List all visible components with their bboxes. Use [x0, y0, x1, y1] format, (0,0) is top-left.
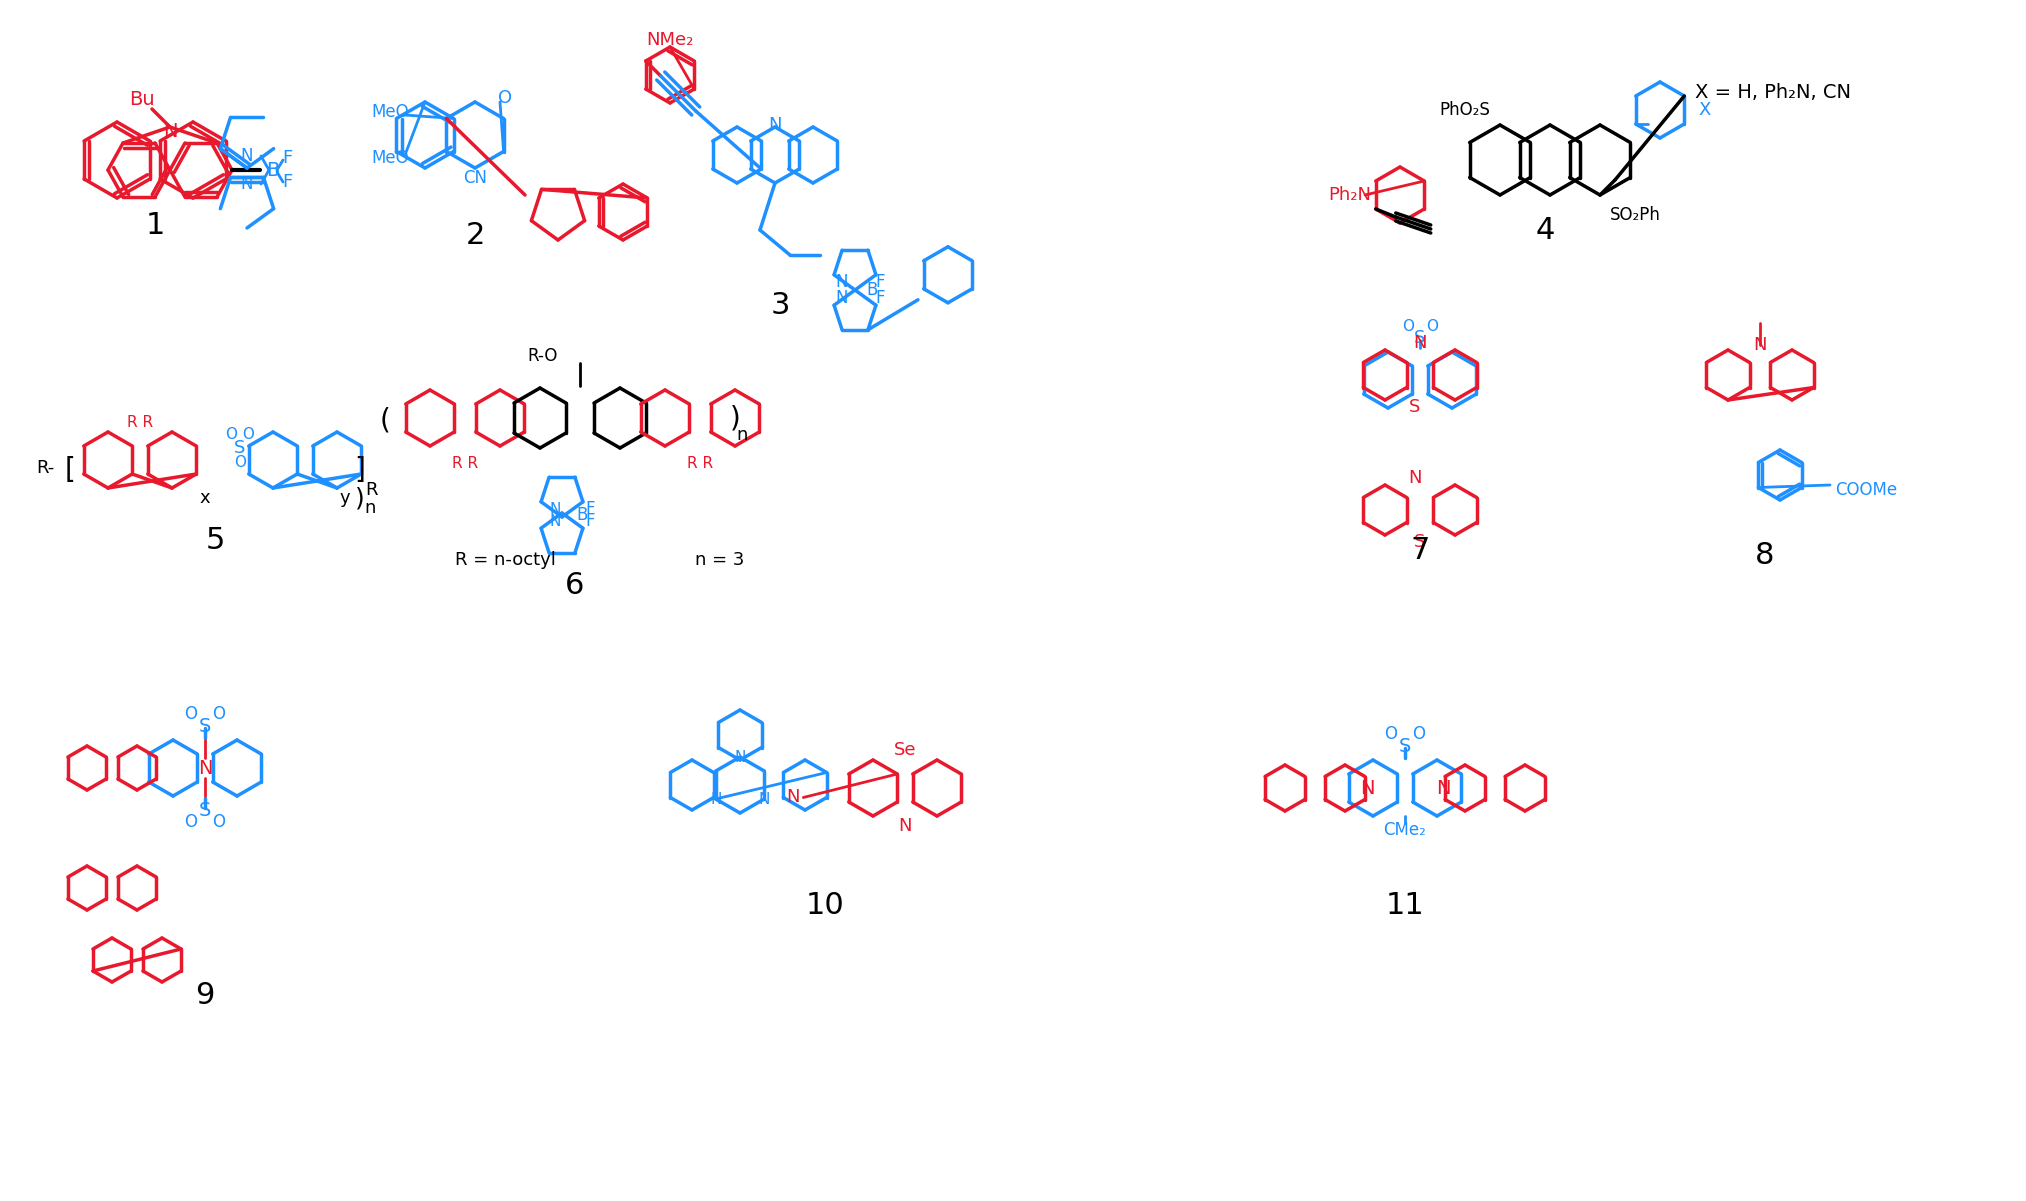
Text: MeO: MeO [371, 149, 409, 167]
Text: X: X [1700, 101, 1712, 119]
Text: F: F [586, 512, 596, 530]
Text: O: O [498, 89, 513, 107]
Text: O O: O O [225, 426, 255, 442]
Text: O: O [1426, 318, 1438, 334]
Text: R R: R R [452, 455, 478, 471]
Text: B: B [575, 506, 588, 524]
Text: F: F [586, 500, 596, 518]
Text: N: N [549, 514, 561, 528]
Text: N: N [1752, 336, 1767, 354]
Text: Bu: Bu [130, 90, 154, 108]
Text: N: N [768, 116, 782, 135]
Text: S: S [1398, 736, 1412, 755]
Text: SO₂Ph: SO₂Ph [1609, 207, 1661, 225]
Text: 1: 1 [146, 210, 164, 239]
Text: 5: 5 [205, 526, 225, 555]
Text: O: O [184, 813, 197, 831]
Text: 3: 3 [770, 291, 790, 319]
Text: O: O [213, 705, 225, 723]
Text: S: S [199, 717, 211, 735]
Text: O: O [213, 813, 225, 831]
Text: N: N [709, 791, 721, 807]
Text: O: O [184, 705, 197, 723]
Text: y: y [340, 489, 350, 507]
Text: R-: R- [36, 459, 55, 477]
Text: N: N [549, 502, 561, 516]
Text: 6: 6 [565, 570, 586, 599]
Text: x: x [201, 489, 211, 507]
Text: R R: R R [687, 455, 713, 471]
Text: N: N [898, 817, 912, 835]
Text: O: O [1384, 725, 1398, 743]
Text: R-O: R-O [527, 347, 557, 365]
Text: N: N [1359, 778, 1374, 797]
Text: 8: 8 [1755, 540, 1775, 569]
Text: Se: Se [893, 741, 916, 759]
Text: X = H, Ph₂N, CN: X = H, Ph₂N, CN [1696, 83, 1852, 102]
Text: R: R [365, 480, 377, 498]
Text: N: N [199, 759, 213, 777]
Text: CMe₂: CMe₂ [1384, 821, 1426, 839]
Text: N: N [786, 789, 800, 807]
Text: 11: 11 [1386, 890, 1424, 920]
Text: MeO: MeO [371, 103, 409, 121]
Text: ): ) [355, 486, 365, 510]
Text: F: F [875, 289, 885, 307]
Text: F: F [282, 173, 292, 191]
Text: O: O [1402, 318, 1414, 334]
Text: PhO₂S: PhO₂S [1440, 101, 1491, 119]
Text: B: B [265, 161, 280, 179]
Text: N: N [241, 147, 253, 165]
Text: F: F [875, 273, 885, 291]
Text: F: F [282, 149, 292, 167]
Text: N: N [837, 289, 849, 307]
Text: 7: 7 [1410, 536, 1430, 564]
Text: B: B [867, 281, 877, 299]
Text: S: S [199, 801, 211, 819]
Text: n = 3: n = 3 [695, 551, 746, 569]
Text: CN: CN [464, 169, 486, 187]
Text: 9: 9 [194, 980, 215, 1010]
Text: S: S [1414, 329, 1426, 347]
Text: N: N [1436, 778, 1451, 797]
Text: N: N [1408, 470, 1422, 486]
Text: Ph₂N: Ph₂N [1329, 186, 1372, 204]
Text: NMe₂: NMe₂ [646, 31, 693, 49]
Text: N: N [837, 273, 849, 291]
Text: 2: 2 [466, 221, 484, 250]
Text: ): ) [729, 404, 739, 432]
Text: N: N [1414, 334, 1426, 352]
Text: R = n-octyl: R = n-octyl [454, 551, 555, 569]
Text: S: S [235, 440, 245, 458]
Text: O: O [233, 454, 245, 470]
Text: N: N [758, 791, 770, 807]
Text: N: N [733, 749, 746, 765]
Text: N: N [241, 175, 253, 193]
Text: [: [ [65, 456, 75, 484]
Text: R R: R R [128, 414, 154, 430]
Text: N: N [162, 121, 176, 141]
Text: S: S [1414, 533, 1426, 551]
Text: n: n [735, 426, 748, 444]
Text: (: ( [379, 406, 391, 434]
Text: COOMe: COOMe [1836, 480, 1896, 498]
Text: S: S [1410, 398, 1420, 416]
Text: O: O [1412, 725, 1426, 743]
Text: 4: 4 [1536, 215, 1554, 245]
Text: n: n [365, 498, 375, 516]
Text: 10: 10 [806, 890, 845, 920]
Text: ]: ] [355, 456, 365, 484]
